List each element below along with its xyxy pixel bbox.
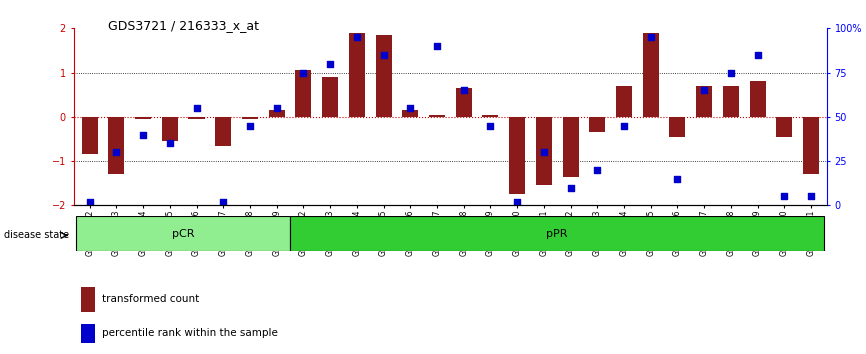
Bar [536, 117, 552, 185]
Point [190, 105, 204, 111]
Bar [81, 287, 94, 312]
Point [269, 105, 283, 111]
Point [109, 149, 123, 155]
Point [617, 123, 631, 129]
Bar [322, 77, 338, 117]
Bar [135, 117, 151, 119]
Point [350, 34, 364, 40]
Bar [589, 117, 605, 132]
Point [163, 141, 177, 146]
Bar [162, 117, 178, 141]
Point [804, 194, 818, 199]
Point [404, 105, 417, 111]
Bar [216, 117, 231, 145]
Point [243, 123, 257, 129]
Bar [242, 117, 258, 119]
Point [136, 132, 150, 137]
Bar [429, 115, 445, 117]
Text: percentile rank within the sample: percentile rank within the sample [102, 329, 278, 338]
Text: pCR: pCR [171, 229, 194, 239]
Text: disease state: disease state [4, 230, 69, 240]
Point [537, 149, 551, 155]
Text: transformed count: transformed count [102, 294, 199, 304]
Text: GDS3721 / 216333_x_at: GDS3721 / 216333_x_at [108, 19, 259, 33]
Point [591, 167, 604, 173]
Point [697, 87, 711, 93]
Point [483, 123, 497, 129]
Bar [616, 86, 632, 117]
Point [724, 70, 738, 75]
Point [377, 52, 391, 58]
Bar [482, 115, 499, 117]
Bar [456, 88, 472, 117]
Bar [803, 117, 819, 175]
Point [670, 176, 684, 182]
Bar [563, 117, 578, 177]
Point [778, 194, 792, 199]
Bar [81, 117, 98, 154]
Bar [76, 216, 290, 251]
Bar [189, 117, 204, 119]
Bar [723, 86, 739, 117]
Bar [268, 110, 285, 117]
Point [456, 87, 470, 93]
Bar [509, 117, 525, 194]
Point [83, 199, 97, 205]
Point [296, 70, 310, 75]
Bar [295, 70, 312, 117]
Point [510, 199, 524, 205]
Point [216, 199, 230, 205]
Point [751, 52, 765, 58]
Bar [696, 86, 712, 117]
Bar [290, 216, 824, 251]
Point [323, 61, 337, 67]
Bar [750, 81, 766, 117]
Point [564, 185, 578, 190]
Text: pPR: pPR [546, 229, 568, 239]
Point [643, 34, 657, 40]
Bar [376, 35, 391, 117]
Bar [349, 33, 365, 117]
Bar [776, 117, 792, 137]
Bar [669, 117, 685, 137]
Point [430, 43, 444, 49]
Bar [402, 110, 418, 117]
Bar [643, 33, 659, 117]
Bar [81, 324, 94, 343]
Bar [108, 117, 125, 175]
